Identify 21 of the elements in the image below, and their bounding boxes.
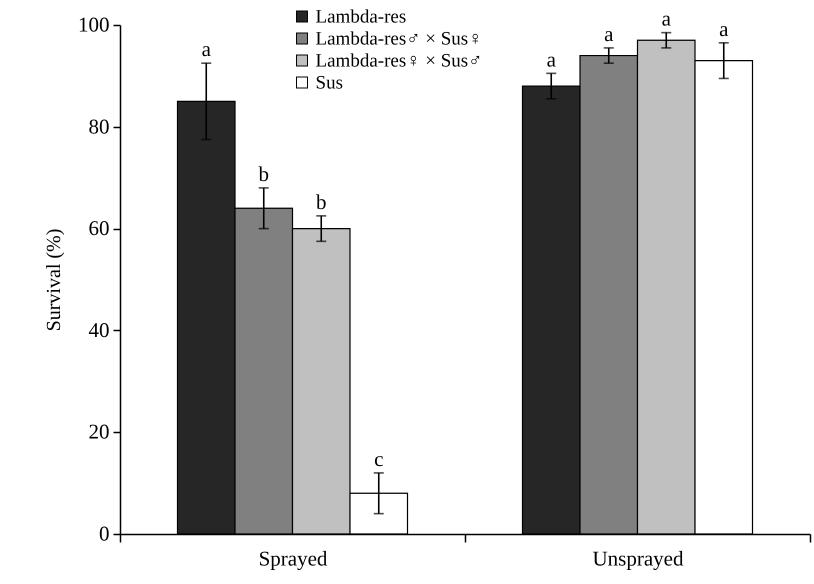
data-label: b	[316, 190, 326, 214]
data-label: a	[202, 37, 212, 62]
data-label: a	[662, 6, 672, 31]
data-label: b	[258, 162, 269, 186]
data-label: a	[604, 22, 614, 46]
y-tick-label: 40	[88, 318, 110, 342]
data-label: a	[719, 16, 730, 41]
x-tick-label: Unsprayed	[592, 546, 684, 570]
y-tick-label: 0	[99, 522, 110, 546]
legend-label: Lambda-res♀ × Sus♂	[316, 50, 482, 72]
y-tick-label: 80	[88, 114, 110, 138]
legend-label: Lambda-res♂ × Sus♀	[316, 28, 482, 50]
data-label: c	[374, 446, 384, 471]
legend-label: Sus	[316, 72, 343, 94]
y-tick-label: 20	[88, 420, 110, 444]
legend-label: Lambda-res	[316, 6, 406, 28]
y-axis-title: Survival (%)	[43, 228, 65, 332]
y-tick-label: 100	[78, 12, 110, 36]
data-label: a	[546, 47, 557, 72]
x-tick-label: Sprayed	[258, 546, 328, 570]
y-tick-label: 60	[88, 216, 110, 240]
